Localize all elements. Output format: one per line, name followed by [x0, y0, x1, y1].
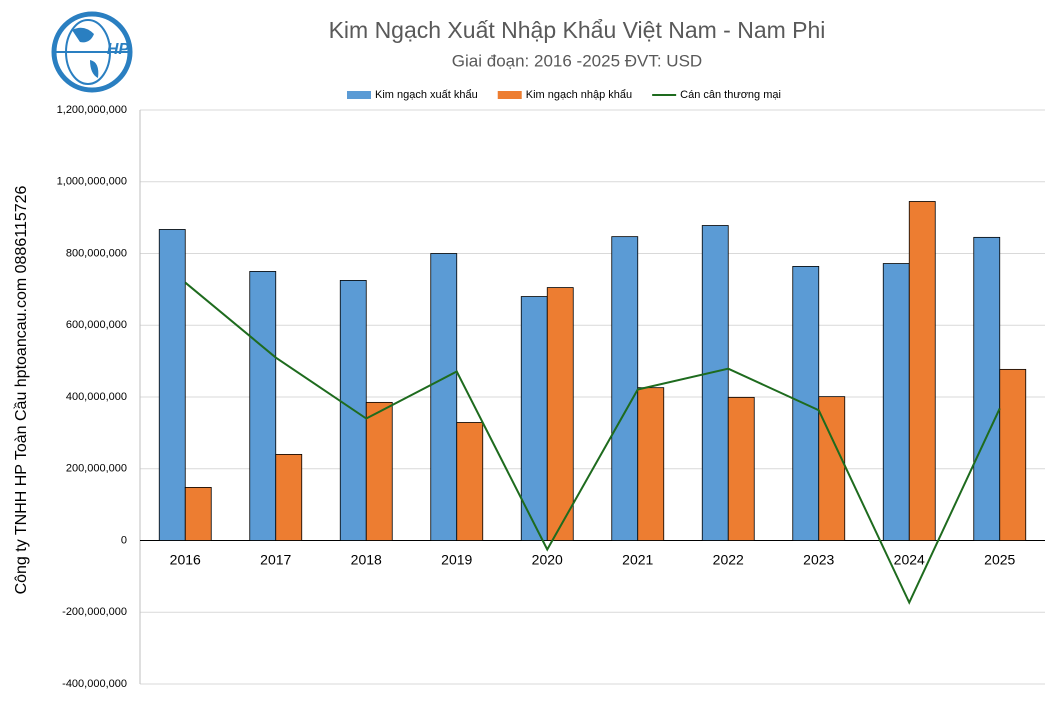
bar: [430, 253, 458, 541]
bar: [611, 236, 639, 541]
y-tick-label: 1,000,000,000: [57, 176, 127, 188]
legend-label: Kim ngạch xuất khẩu: [375, 89, 478, 101]
x-tick-label: 2023: [803, 552, 834, 568]
bar: [908, 201, 936, 541]
bar: [701, 225, 729, 541]
y-tick-label: 1,200,000,000: [57, 104, 127, 116]
bar: [973, 236, 1001, 541]
bar: [546, 287, 574, 541]
bar: [158, 229, 186, 541]
x-tick-label: 2019: [441, 552, 472, 568]
x-tick-label: 2016: [170, 552, 201, 568]
x-tick-label: 2021: [622, 552, 653, 568]
legend-label: Kim ngạch nhập khẩu: [526, 89, 632, 101]
x-tick-label: 2020: [532, 552, 563, 568]
logo: HP: [51, 11, 133, 93]
line: [184, 281, 1001, 605]
y-tick-label: 600,000,000: [66, 319, 127, 331]
chart-title: Kim Ngạch Xuất Nhập Khẩu Việt Nam - Nam …: [329, 17, 826, 43]
x-tick-label: 2017: [260, 552, 291, 568]
logo-text: HP: [107, 41, 130, 58]
y-tick-label: 400,000,000: [66, 391, 127, 403]
x-tick-label: 2022: [713, 552, 744, 568]
y-tick-label: 800,000,000: [66, 247, 127, 259]
legend-swatch: [347, 91, 371, 99]
legend-label: Cán cân thương mại: [680, 89, 781, 101]
bar: [275, 453, 303, 541]
bar: [520, 296, 548, 541]
x-tick-label: 2018: [351, 552, 382, 568]
bar: [249, 271, 277, 541]
bar: [727, 396, 755, 541]
bar: [365, 401, 393, 541]
bar: [184, 487, 212, 541]
bar: [456, 422, 484, 541]
x-tick-label: 2025: [984, 552, 1015, 568]
y-tick-label: 200,000,000: [66, 463, 127, 475]
side-label: Công ty TNHH HP Toàn Cầu hptoancau.com 0…: [13, 185, 30, 594]
legend-swatch: [497, 91, 522, 99]
bar: [637, 387, 665, 541]
y-tick-label: -400,000,000: [62, 678, 127, 690]
y-tick-label: 0: [121, 534, 127, 546]
x-tick-label: 2024: [894, 552, 925, 568]
bar: [882, 263, 910, 541]
chart-subtitle: Giai đoạn: 2016 -2025 ĐVT: USD: [452, 51, 702, 70]
y-tick-label: -200,000,000: [62, 606, 127, 618]
bar: [999, 368, 1027, 541]
